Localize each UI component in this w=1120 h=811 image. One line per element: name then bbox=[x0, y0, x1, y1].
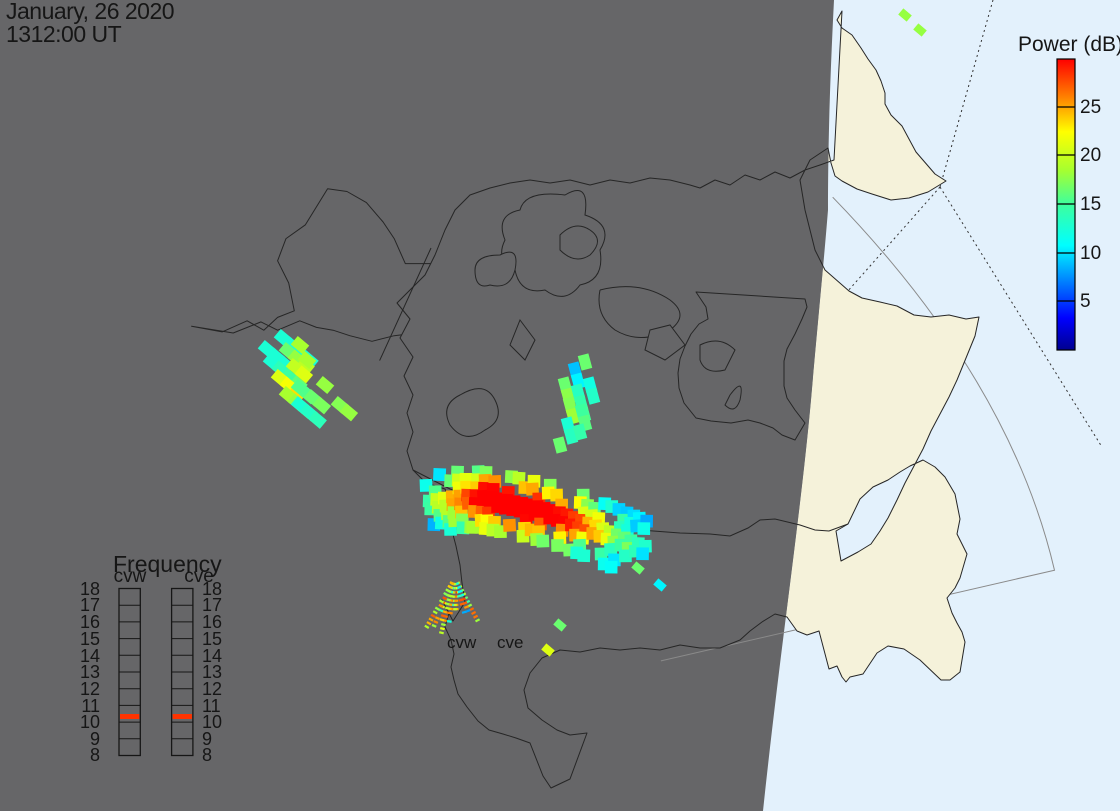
svg-text:20: 20 bbox=[1080, 145, 1101, 166]
svg-text:10: 10 bbox=[1080, 243, 1101, 264]
svg-text:25: 25 bbox=[1080, 97, 1101, 118]
svg-text:cvw: cvw bbox=[447, 633, 477, 652]
svg-text:15: 15 bbox=[1080, 194, 1101, 215]
svg-text:8: 8 bbox=[90, 745, 100, 765]
svg-text:1312:00 UT: 1312:00 UT bbox=[6, 21, 122, 47]
svg-text:Power (dB): Power (dB) bbox=[1018, 33, 1120, 56]
svg-text:5: 5 bbox=[1080, 291, 1091, 312]
svg-text:cve: cve bbox=[497, 633, 523, 652]
svg-text:cvw: cvw bbox=[114, 566, 147, 587]
svg-text:8: 8 bbox=[202, 745, 212, 765]
